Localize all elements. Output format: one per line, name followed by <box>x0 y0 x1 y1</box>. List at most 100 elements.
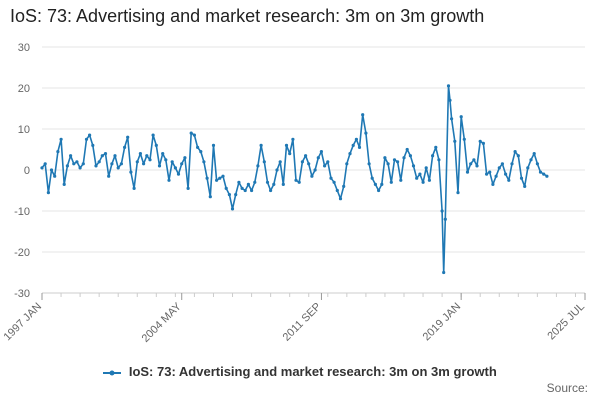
data-point[interactable] <box>161 152 165 156</box>
data-point[interactable] <box>440 209 444 213</box>
data-point[interactable] <box>46 191 51 195</box>
data-point[interactable] <box>370 176 374 180</box>
data-point[interactable] <box>113 154 117 158</box>
data-point[interactable] <box>481 141 485 145</box>
data-point[interactable] <box>431 154 435 158</box>
data-point[interactable] <box>78 166 82 170</box>
data-point[interactable] <box>234 193 238 197</box>
data-point[interactable] <box>332 180 336 184</box>
data-point[interactable] <box>316 156 320 160</box>
data-point[interactable] <box>269 188 273 193</box>
data-point[interactable] <box>364 131 368 135</box>
data-point[interactable] <box>453 139 457 143</box>
data-point[interactable] <box>500 162 504 166</box>
data-point[interactable] <box>392 158 397 162</box>
data-point[interactable] <box>465 170 470 174</box>
data-point[interactable] <box>116 166 120 170</box>
data-point[interactable] <box>304 154 308 158</box>
data-point[interactable] <box>123 145 127 149</box>
data-point[interactable] <box>281 182 285 186</box>
data-point[interactable] <box>448 98 452 102</box>
data-point[interactable] <box>205 176 209 180</box>
data-point[interactable] <box>510 162 514 166</box>
data-point[interactable] <box>62 182 66 186</box>
data-point[interactable] <box>351 143 355 147</box>
data-point[interactable] <box>446 84 451 88</box>
data-point[interactable] <box>84 137 89 141</box>
data-point[interactable] <box>142 162 146 166</box>
data-point[interactable] <box>402 156 406 160</box>
data-point[interactable] <box>507 178 511 182</box>
data-point[interactable] <box>196 145 200 149</box>
data-point[interactable] <box>307 162 311 166</box>
data-point[interactable] <box>288 152 292 156</box>
data-point[interactable] <box>192 133 196 137</box>
data-point[interactable] <box>389 180 393 184</box>
data-point[interactable] <box>532 152 536 156</box>
data-point[interactable] <box>516 154 520 158</box>
data-point[interactable] <box>545 174 549 178</box>
data-point[interactable] <box>262 160 266 164</box>
data-point[interactable] <box>202 160 206 164</box>
data-point[interactable] <box>373 182 377 186</box>
data-point[interactable] <box>211 143 216 147</box>
data-point[interactable] <box>497 166 501 170</box>
data-point[interactable] <box>110 162 114 166</box>
data-point[interactable] <box>119 162 123 166</box>
data-point[interactable] <box>129 170 133 174</box>
data-point[interactable] <box>523 184 527 188</box>
data-point[interactable] <box>380 182 384 186</box>
data-point[interactable] <box>56 150 60 154</box>
data-point[interactable] <box>345 162 349 166</box>
data-point[interactable] <box>529 158 533 162</box>
data-point[interactable] <box>519 176 524 180</box>
data-point[interactable] <box>224 186 228 190</box>
data-point[interactable] <box>72 162 76 166</box>
data-point[interactable] <box>275 168 279 172</box>
data-point[interactable] <box>256 164 260 168</box>
data-point[interactable] <box>421 180 425 184</box>
data-point[interactable] <box>94 164 98 168</box>
data-point[interactable] <box>88 133 92 137</box>
data-point[interactable] <box>246 182 250 186</box>
data-point[interactable] <box>227 193 231 197</box>
data-point[interactable] <box>424 166 428 170</box>
data-point[interactable] <box>386 162 390 166</box>
data-point[interactable] <box>259 143 263 147</box>
data-point[interactable] <box>294 178 298 182</box>
data-point[interactable] <box>338 197 343 201</box>
data-point[interactable] <box>151 133 155 137</box>
data-point[interactable] <box>215 178 219 182</box>
data-point[interactable] <box>291 137 295 141</box>
data-point[interactable] <box>97 160 101 164</box>
data-point[interactable] <box>107 174 111 178</box>
data-point[interactable] <box>221 174 225 178</box>
legend[interactable]: IoS: 73: Advertising and market research… <box>0 364 600 379</box>
data-point[interactable] <box>138 152 142 156</box>
data-point[interactable] <box>176 172 181 176</box>
data-point[interactable] <box>126 135 130 139</box>
data-point[interactable] <box>348 152 352 156</box>
data-point[interactable] <box>230 207 235 211</box>
data-point[interactable] <box>148 158 152 162</box>
data-point[interactable] <box>427 178 431 182</box>
data-point[interactable] <box>81 162 85 166</box>
data-point[interactable] <box>354 137 358 141</box>
data-point[interactable] <box>411 164 416 168</box>
data-point[interactable] <box>415 176 419 180</box>
data-point[interactable] <box>443 217 447 221</box>
data-point[interactable] <box>208 195 212 199</box>
data-point[interactable] <box>485 172 489 176</box>
data-point[interactable] <box>100 154 104 158</box>
data-point[interactable] <box>472 158 476 162</box>
data-point[interactable] <box>442 270 446 275</box>
data-point[interactable] <box>40 166 44 170</box>
data-point[interactable] <box>91 143 95 147</box>
data-point[interactable] <box>418 172 422 176</box>
data-point[interactable] <box>240 186 244 190</box>
data-point[interactable] <box>526 166 530 170</box>
data-point[interactable] <box>272 182 276 186</box>
data-point[interactable] <box>75 160 79 164</box>
data-point[interactable] <box>335 188 339 193</box>
data-point[interactable] <box>478 139 482 143</box>
